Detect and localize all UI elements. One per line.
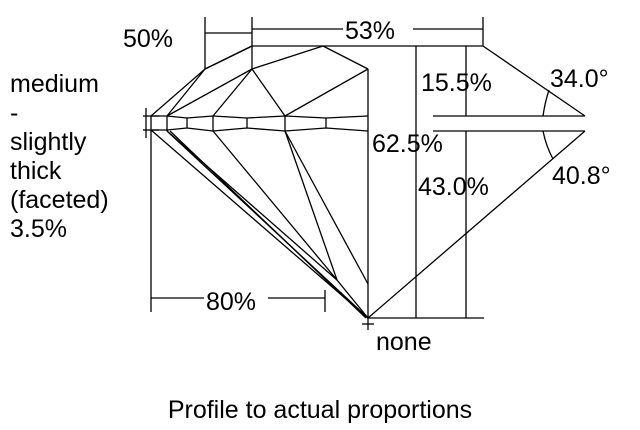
girdle-top (151, 115, 369, 119)
girdle-label-line-6: 3.5% (10, 215, 67, 243)
crown-facet (212, 68, 253, 117)
crown-facet (322, 45, 369, 70)
table-size-label: 53% (345, 17, 395, 45)
caption: Profile to actual proportions (168, 396, 472, 424)
crown-height-label: 15.5% (421, 69, 492, 97)
lower-half-label: 80% (206, 288, 256, 316)
crown-angle-arc (542, 89, 550, 117)
pavilion-facet (169, 130, 367, 319)
pavilion-angle-label: 40.8° (552, 162, 611, 190)
girdle-label-line-1: medium (10, 70, 99, 98)
culet-label: none (376, 328, 432, 356)
girdle-bottom (151, 127, 369, 132)
pavilion-angle-arc (542, 130, 554, 160)
crown-facet (166, 68, 206, 117)
crown-facet (251, 68, 369, 117)
girdle-label-line-3: slightly (10, 128, 87, 156)
crown-angle-label: 34.0° (550, 65, 609, 93)
pavilion-depth-label: 43.0% (418, 173, 489, 201)
pavilion-facet (284, 130, 369, 285)
diamond-outline (143, 17, 586, 330)
pavilion-facet (212, 130, 338, 281)
table-offset-label: 50% (123, 25, 173, 53)
girdle-label-line-2: - (10, 99, 18, 127)
girdle-label-line-5: (faceted) (10, 186, 109, 214)
pavilion-facet (284, 130, 369, 319)
girdle-label-line-4: thick (10, 157, 62, 185)
total-depth-label: 62.5% (372, 130, 443, 158)
crown-edge (204, 45, 253, 70)
